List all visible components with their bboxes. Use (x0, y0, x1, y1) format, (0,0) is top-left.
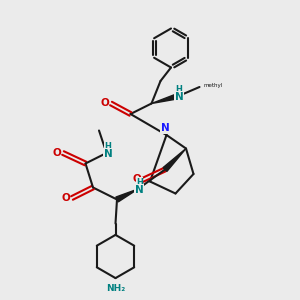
Text: methyl: methyl (203, 83, 222, 88)
Text: O: O (100, 98, 109, 109)
Text: NH₂: NH₂ (106, 284, 125, 293)
Text: O: O (52, 148, 61, 158)
Text: O: O (61, 193, 70, 203)
Polygon shape (116, 189, 138, 202)
Text: O: O (132, 173, 141, 184)
Polygon shape (152, 93, 179, 103)
Text: N: N (175, 92, 184, 102)
Text: N: N (103, 148, 112, 159)
Text: N: N (135, 184, 144, 195)
Text: H: H (176, 85, 182, 94)
Text: N: N (160, 123, 169, 134)
Text: H: H (105, 142, 111, 151)
Text: H: H (136, 178, 143, 187)
Polygon shape (163, 148, 186, 171)
